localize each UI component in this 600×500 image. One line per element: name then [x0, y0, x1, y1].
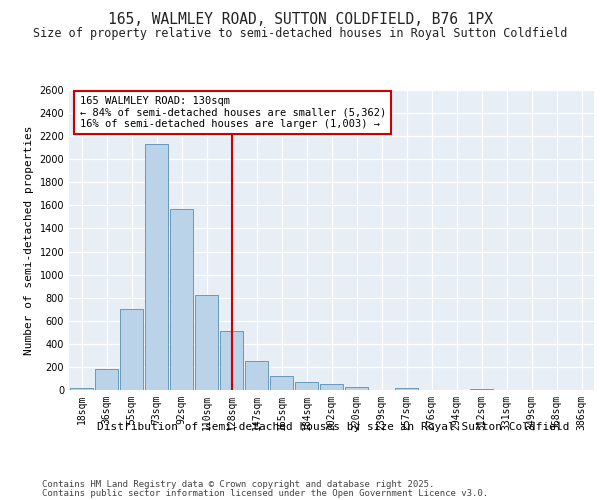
Bar	[95, 369, 118, 390]
Text: Size of property relative to semi-detached houses in Royal Sutton Coldfield: Size of property relative to semi-detach…	[33, 28, 567, 40]
Y-axis label: Number of semi-detached properties: Number of semi-detached properties	[24, 125, 34, 355]
Text: Contains public sector information licensed under the Open Government Licence v3: Contains public sector information licen…	[42, 488, 488, 498]
Text: 165 WALMLEY ROAD: 130sqm
← 84% of semi-detached houses are smaller (5,362)
16% o: 165 WALMLEY ROAD: 130sqm ← 84% of semi-d…	[79, 96, 386, 129]
Bar	[170, 209, 193, 390]
Bar	[145, 144, 168, 390]
Bar	[70, 388, 93, 390]
Bar	[320, 384, 343, 390]
Text: Contains HM Land Registry data © Crown copyright and database right 2025.: Contains HM Land Registry data © Crown c…	[42, 480, 434, 489]
Bar	[120, 309, 143, 390]
Bar	[395, 388, 418, 390]
Bar	[195, 296, 218, 390]
Bar	[245, 361, 268, 390]
Text: 165, WALMLEY ROAD, SUTTON COLDFIELD, B76 1PX: 165, WALMLEY ROAD, SUTTON COLDFIELD, B76…	[107, 12, 493, 28]
Bar	[345, 386, 368, 390]
Bar	[270, 376, 293, 390]
Bar	[295, 382, 318, 390]
Text: Distribution of semi-detached houses by size in Royal Sutton Coldfield: Distribution of semi-detached houses by …	[97, 422, 569, 432]
Bar	[470, 389, 493, 390]
Bar	[220, 331, 243, 390]
